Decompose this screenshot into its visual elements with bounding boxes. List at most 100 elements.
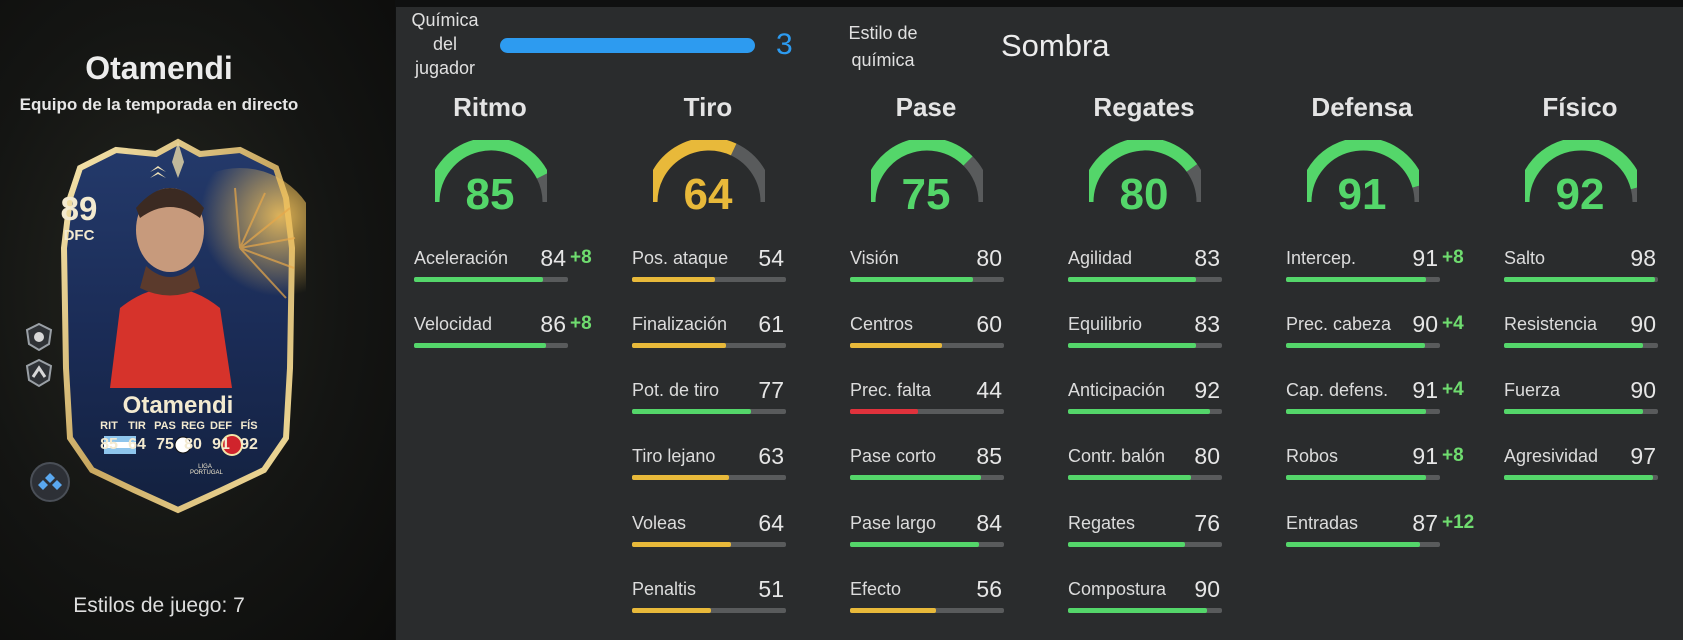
stat-row[interactable]: Anticipación 92 [1068, 377, 1228, 420]
stat-value: 76 [1194, 510, 1220, 536]
stat-value: 97 [1630, 443, 1656, 469]
category-title: Ritmo [453, 92, 527, 122]
stat-bar-track [632, 277, 786, 282]
gauge-fill [435, 140, 547, 203]
chemistry-label-line: jugador [414, 58, 476, 78]
stat-row[interactable]: Entradas 87 +12 [1286, 510, 1474, 553]
stat-row[interactable]: Intercep. 91 +8 [1286, 245, 1464, 288]
player-card[interactable]: 89 DFC Otamendi RIT TIR PAS REG DEF FÍS … [50, 138, 306, 514]
stat-row[interactable]: Resistencia 90 [1504, 311, 1664, 354]
stat-row[interactable]: Pot. de tiro 77 [632, 377, 792, 420]
stat-bar-fill [1068, 409, 1210, 414]
stat-name: Pos. ataque [632, 248, 729, 268]
stat-bar-track [1504, 277, 1658, 282]
stat-value: 98 [1630, 245, 1656, 271]
stat-name: Fuerza [1504, 380, 1561, 400]
category-title: Regates [1093, 92, 1195, 122]
category-pase[interactable]: Pase 75 Visión 80 Centros 60 Prec. falta 44 Pase… [850, 92, 1008, 613]
player-panel: Otamendi Equipo de la temporada en direc… [0, 0, 395, 640]
stat-bar-fill [1286, 475, 1427, 480]
stat-bar-fill [1068, 608, 1207, 613]
stat-name: Salto [1504, 248, 1546, 268]
stat-row[interactable]: Agresividad 97 [1504, 443, 1664, 486]
stat-row[interactable]: Fuerza 90 [1504, 377, 1664, 420]
player-team: Equipo de la temporada en directo [19, 95, 299, 114]
category-gauge [1525, 140, 1637, 203]
stat-name: Efecto [850, 579, 902, 599]
stat-row[interactable]: Pos. ataque 54 [632, 245, 792, 288]
stat-row[interactable]: Prec. cabeza 90 +4 [1286, 311, 1464, 354]
stat-bar-track [414, 343, 568, 348]
category-físico[interactable]: Físico 92 Salto 98 Resistencia 90 Fuerza 90 Agre… [1504, 92, 1662, 480]
stat-row[interactable]: Aceleración 84 +8 [414, 245, 592, 288]
stat-bar-fill [1068, 475, 1192, 480]
stat-row[interactable]: Regates 76 [1068, 510, 1228, 553]
stat-row[interactable]: Velocidad 86 +8 [414, 311, 592, 354]
card-position: DFC [63, 227, 95, 244]
stat-name: Aceleración [414, 248, 509, 268]
stat-row[interactable]: Agilidad 83 [1068, 245, 1228, 288]
stat-bar-fill [632, 608, 711, 613]
stat-bar-fill [850, 475, 981, 480]
stat-bar-track [850, 409, 1004, 414]
stat-row[interactable]: Cap. defens. 91 +4 [1286, 377, 1464, 420]
stat-value: 84 [540, 245, 566, 271]
stat-name: Visión [850, 248, 899, 268]
playstyle-plus-badge[interactable] [30, 462, 70, 502]
category-ritmo[interactable]: Ritmo 85 Aceleración 84 +8 Velocidad 86 +8 [414, 92, 592, 348]
category-defensa[interactable]: Defensa 91 Intercep. 91 +8 Prec. cabeza 90 +4 Ca… [1286, 92, 1474, 547]
stat-bar-fill [1504, 409, 1643, 414]
chemistry-bar [500, 38, 755, 53]
stat-bar-fill [1504, 343, 1643, 348]
stat-value: 83 [1194, 311, 1220, 337]
gauge-fill [1525, 140, 1637, 203]
stat-row[interactable]: Pase corto 85 [850, 443, 1010, 486]
playstyle-runner-icon[interactable] [24, 358, 54, 388]
category-gauge [435, 140, 547, 203]
card-stat-label: REG [181, 420, 205, 432]
stat-row[interactable]: Equilibrio 83 [1068, 311, 1228, 354]
category-regates[interactable]: Regates 80 Agilidad 83 Equilibrio 83 Anticipac… [1068, 92, 1226, 613]
stat-value: 83 [1194, 245, 1220, 271]
chemistry-label-line: del [432, 34, 458, 54]
stat-value: 54 [758, 245, 784, 271]
stat-bar-track [1286, 343, 1440, 348]
stat-bar-fill [1286, 409, 1427, 414]
stat-row[interactable]: Salto 98 [1504, 245, 1664, 288]
stat-bar-fill [850, 343, 943, 348]
stat-row[interactable]: Voleas 64 [632, 510, 792, 553]
stat-name: Resistencia [1504, 314, 1598, 334]
stat-value: 51 [758, 576, 784, 602]
category-title: Defensa [1311, 92, 1413, 122]
stat-value: 90 [1194, 576, 1220, 602]
category-tiro[interactable]: Tiro 64 Pos. ataque 54 Finalización 61 Pot. de… [632, 92, 790, 613]
stat-row[interactable]: Finalización 61 [632, 311, 792, 354]
chemistry-style-value[interactable]: Sombra [1001, 28, 1110, 63]
stat-row[interactable]: Tiro lejano 63 [632, 443, 792, 486]
stat-bar-track [1504, 475, 1658, 480]
playstyle-shield-icon[interactable] [24, 322, 54, 352]
stat-bar-track [1068, 475, 1222, 480]
stat-row[interactable]: Visión 80 [850, 245, 1010, 288]
stat-value: 86 [540, 311, 566, 337]
stat-row[interactable]: Penaltis 51 [632, 576, 792, 619]
stat-value: 85 [976, 443, 1002, 469]
stat-row[interactable]: Compostura 90 [1068, 576, 1228, 619]
stat-row[interactable]: Efecto 56 [850, 576, 1010, 619]
stat-name: Compostura [1068, 579, 1167, 599]
stat-bonus: +4 [1442, 379, 1464, 400]
stat-value: 63 [758, 443, 784, 469]
stat-row[interactable]: Robos 91 +8 [1286, 443, 1464, 486]
stat-name: Finalización [632, 314, 728, 334]
stat-bar-fill [850, 409, 918, 414]
gauge-fill [1307, 140, 1419, 203]
stat-bar-track [1068, 277, 1222, 282]
stat-bar-fill [1504, 475, 1654, 480]
stat-bar-track [632, 409, 786, 414]
stat-value: 87 [1412, 510, 1438, 536]
stat-bar-track [850, 343, 1004, 348]
stat-row[interactable]: Prec. falta 44 [850, 377, 1010, 420]
stat-row[interactable]: Pase largo 84 [850, 510, 1010, 553]
stat-row[interactable]: Contr. balón 80 [1068, 443, 1228, 486]
stat-row[interactable]: Centros 60 [850, 311, 1010, 354]
